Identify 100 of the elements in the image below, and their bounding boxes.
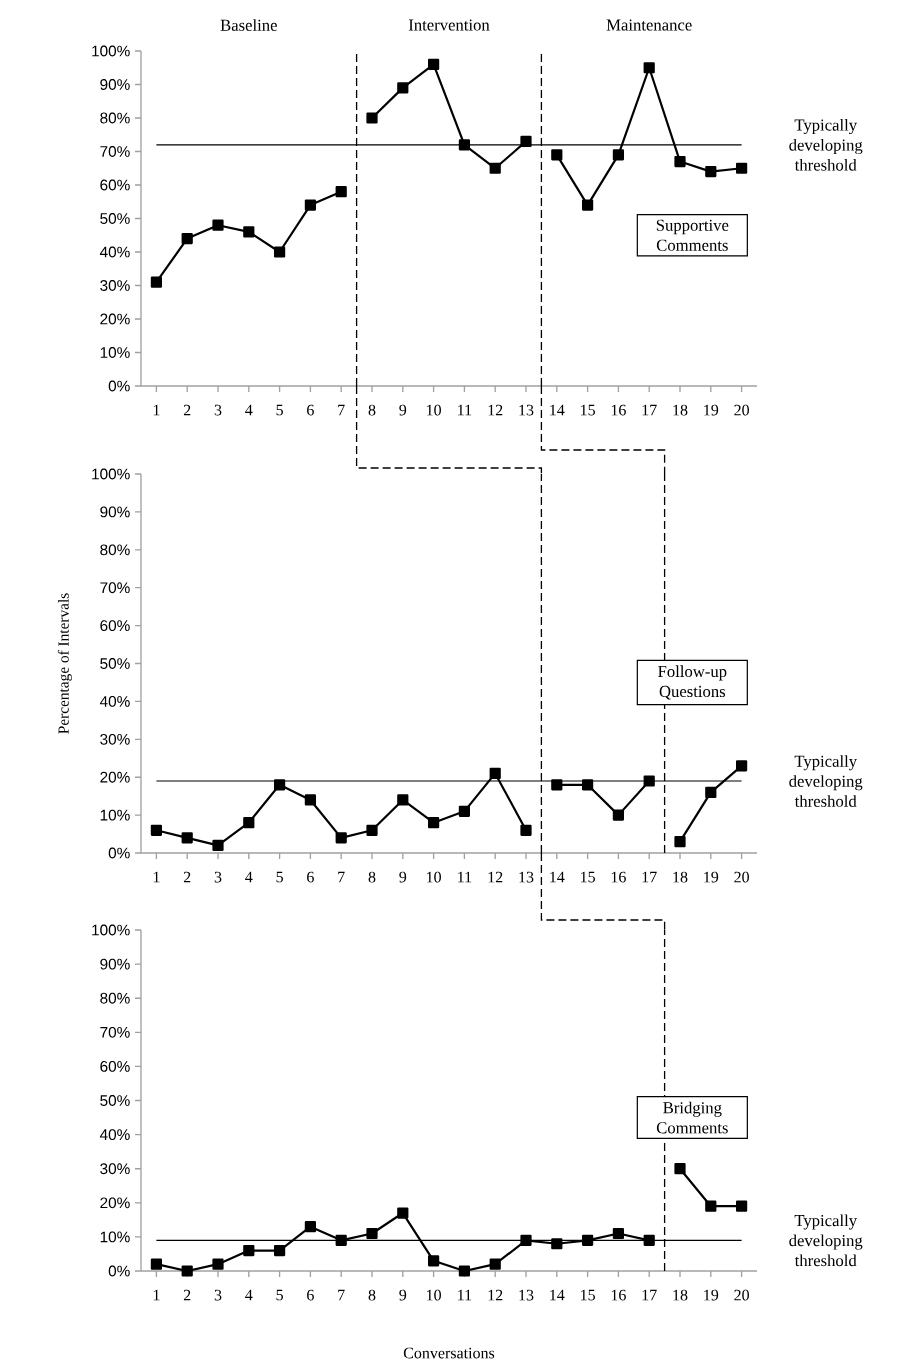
y-tick-label: 40%: [99, 695, 130, 707]
x-tick-label: 1: [153, 404, 160, 416]
x-tick-label: 10: [427, 404, 441, 416]
x-tick-label: 7: [338, 404, 345, 416]
x-tick-label: 7: [338, 1289, 345, 1301]
x-tick-label: 18: [673, 871, 688, 883]
x-tick-label: 8: [368, 871, 376, 883]
y-tick-label: 80%: [100, 992, 130, 1004]
x-tick-label: 9: [399, 1289, 407, 1301]
y-tick-label: 20%: [100, 313, 130, 325]
x-tick-label: 17: [642, 1289, 657, 1301]
x-tick-label: 9: [399, 404, 407, 416]
y-tick-label: 60%: [100, 620, 130, 632]
x-tick-label: 20: [734, 871, 749, 883]
y-tick-label: 0%: [108, 380, 130, 392]
y-tick-label: 0%: [108, 847, 130, 859]
x-tick-label: 3: [214, 404, 222, 416]
x-tick-label: 5: [276, 871, 283, 883]
y-tick-label: 70%: [100, 1026, 130, 1038]
y-tick-label: 90%: [100, 79, 130, 90]
x-tick-label: 8: [368, 1289, 376, 1301]
y-tick-label: 10%: [100, 1231, 130, 1243]
y-tick-label: 10%: [100, 347, 130, 358]
y-tick-label: 60%: [100, 1060, 130, 1072]
x-tick-label: 19: [704, 404, 719, 416]
x-tick-label: 13: [519, 871, 534, 883]
x-tick-label: 19: [704, 871, 719, 883]
y-tick-label: 50%: [100, 658, 130, 669]
y-tick-label: 50%: [100, 1095, 130, 1106]
x-tick-label: 11: [458, 404, 472, 416]
y-tick-label: 40%: [99, 1129, 130, 1141]
y-tick-label: 50%: [100, 213, 130, 224]
text: Supportive Comments: [656, 219, 729, 251]
ref-line-label: Typically developing threshold: [789, 118, 863, 171]
text: Maintenance: [606, 19, 692, 31]
x-tick-label: 16: [611, 1289, 626, 1301]
x-tick-label: 15: [581, 404, 595, 416]
x-tick-label: 7: [338, 871, 345, 883]
x-tick-label: 8: [368, 404, 376, 416]
x-tick-label: 12: [488, 1289, 503, 1301]
y-tick-label: 40%: [99, 246, 130, 258]
x-tick-label: 5: [276, 1289, 283, 1301]
x-tick-label: 9: [399, 871, 407, 883]
y-tick-label: 100%: [92, 924, 130, 936]
x-tick-label: 19: [704, 1289, 719, 1301]
x-tick-label: 12: [488, 871, 503, 883]
x-tick-label: 20: [734, 1289, 749, 1301]
x-tick-label: 10: [427, 1289, 441, 1301]
x-tick-label: 2: [183, 871, 191, 883]
x-tick-label: 13: [519, 1289, 534, 1301]
y-tick-label: 100%: [92, 45, 130, 57]
x-axis-title: Conversations: [403, 1347, 495, 1359]
x-tick-label: 18: [673, 404, 688, 416]
x-tick-label: 11: [458, 1289, 472, 1301]
x-tick-label: 4: [245, 1289, 253, 1301]
text: Bridging Comments: [656, 1101, 728, 1134]
y-tick-label: 60%: [100, 179, 130, 191]
text: Baseline: [220, 19, 277, 31]
x-tick-label: 20: [734, 404, 749, 416]
y-tick-label: 20%: [100, 1197, 130, 1209]
y-tick-label: 90%: [100, 506, 130, 518]
x-tick-label: 14: [550, 871, 565, 883]
x-tick-label: 17: [642, 404, 657, 416]
x-tick-label: 6: [307, 1289, 314, 1301]
y-axis-title: Percentage of Intervals: [57, 593, 72, 734]
y-tick-label: 70%: [100, 146, 130, 157]
x-tick-label: 1: [153, 871, 160, 883]
y-tick-label: 30%: [100, 733, 130, 745]
x-tick-label: 6: [307, 871, 314, 883]
x-tick-label: 2: [183, 404, 191, 416]
ref-line-label: Typically developing threshold: [789, 1214, 863, 1267]
x-tick-label: 14: [550, 1289, 565, 1301]
y-tick-label: 80%: [100, 112, 130, 124]
y-tick-label: 20%: [100, 771, 130, 783]
x-tick-label: 2: [183, 1289, 191, 1301]
text: Intervention: [408, 19, 490, 31]
x-tick-label: 1: [153, 1289, 160, 1301]
x-tick-label: 15: [581, 1289, 595, 1301]
y-tick-label: 80%: [100, 544, 130, 556]
x-tick-label: 14: [550, 404, 565, 416]
x-tick-label: 17: [642, 871, 657, 883]
x-tick-label: 12: [488, 404, 503, 416]
y-tick-label: 90%: [100, 958, 130, 970]
x-tick-label: 16: [611, 871, 626, 883]
x-tick-label: 3: [214, 1289, 222, 1301]
y-tick-label: 30%: [100, 1163, 130, 1175]
x-tick-label: 4: [245, 404, 253, 416]
x-tick-label: 10: [427, 871, 441, 883]
x-tick-label: 4: [245, 871, 253, 883]
text: Follow-up Questions: [658, 665, 727, 700]
y-tick-label: 70%: [100, 582, 130, 594]
y-tick-label: 10%: [100, 809, 130, 821]
ref-line-label: Typically developing threshold: [789, 755, 863, 807]
x-tick-label: 16: [611, 404, 626, 416]
x-tick-label: 5: [276, 404, 283, 416]
y-tick-label: 30%: [100, 280, 130, 291]
y-tick-label: 100%: [92, 468, 130, 480]
x-tick-label: 3: [214, 871, 222, 883]
x-tick-label: 13: [519, 404, 534, 416]
x-tick-label: 6: [307, 404, 314, 416]
